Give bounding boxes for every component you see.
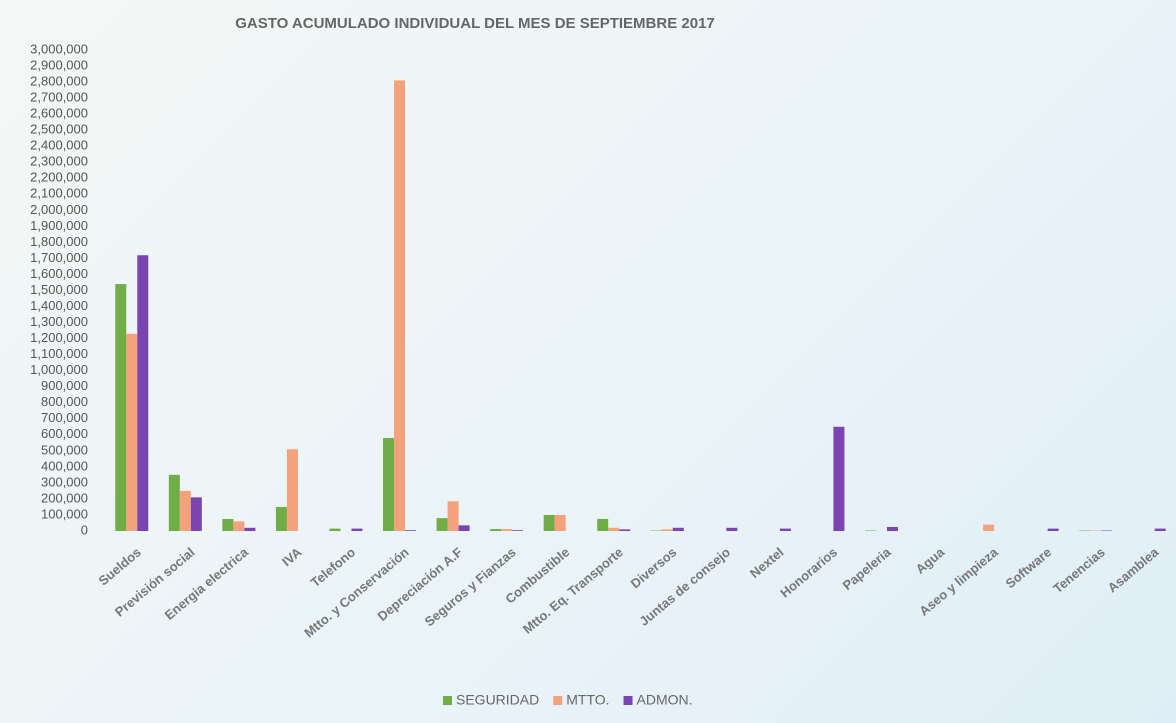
y-tick-label: 1,800,000 [30, 234, 88, 249]
bar [329, 528, 341, 531]
bar [543, 514, 555, 531]
bar [179, 490, 191, 531]
bar [501, 529, 513, 531]
y-tick-label: 1,500,000 [30, 282, 88, 297]
y-tick-label: 2,800,000 [30, 74, 88, 89]
legend-swatch [443, 696, 452, 705]
bar [126, 333, 138, 531]
bar [1047, 528, 1059, 531]
legend-swatch [623, 696, 633, 705]
x-tick-label: Papeleria [840, 544, 895, 593]
y-tick-label: 1,000,000 [30, 362, 88, 377]
bar [286, 449, 298, 531]
y-tick-label: 1,200,000 [30, 330, 88, 345]
bar [447, 501, 459, 531]
y-tick-label: 200,000 [41, 490, 88, 505]
y-tick-label: 1,100,000 [30, 346, 88, 361]
x-tick-label: Diversos [628, 544, 680, 591]
legend-label: SEGURIDAD [456, 692, 539, 708]
y-tick-label: 2,000,000 [30, 202, 88, 217]
x-tick-label: Asamblea [1105, 544, 1162, 595]
legend-label: ADMON. [637, 692, 693, 708]
bar [608, 527, 620, 531]
bar [672, 527, 684, 531]
y-tick-label: 2,400,000 [30, 138, 88, 153]
x-tick-label: Nextel [747, 544, 787, 581]
chart-title: GASTO ACUMULADO INDIVIDUAL DEL MES DE SE… [235, 15, 715, 32]
x-tick-label: Agua [913, 544, 948, 577]
bar [554, 514, 566, 531]
bar [458, 525, 470, 531]
y-tick-label: 400,000 [41, 458, 88, 473]
y-tick-label: 800,000 [41, 394, 88, 409]
x-tick-label: Juntas de consejo [636, 544, 733, 628]
bar [597, 518, 609, 531]
bar [436, 518, 448, 531]
y-tick-label: 2,700,000 [30, 90, 88, 105]
x-tick-label: Software [1003, 544, 1055, 591]
bar [383, 438, 395, 531]
y-tick-label: 2,600,000 [30, 106, 88, 121]
bar [115, 284, 127, 531]
bar [233, 521, 245, 531]
y-tick-label: 600,000 [41, 426, 88, 441]
y-tick-label: 1,400,000 [30, 298, 88, 313]
y-tick-label: 3,000,000 [30, 41, 88, 56]
x-tick-label: IVA [279, 544, 305, 569]
bar [405, 530, 417, 531]
bar [275, 506, 287, 531]
y-tick-label: 0 [81, 522, 88, 537]
y-tick-label: 100,000 [41, 506, 88, 521]
x-tick-label: Mtto. Eq. Transporte [520, 544, 626, 636]
y-tick-label: 1,700,000 [30, 250, 88, 265]
y-tick-label: 1,300,000 [30, 314, 88, 329]
y-tick-label: 1,600,000 [30, 266, 88, 281]
bar [137, 255, 149, 531]
y-tick-label: 2,500,000 [30, 122, 88, 137]
bar [833, 426, 845, 531]
x-tick-label: Tenencias [1050, 544, 1108, 596]
y-tick-label: 700,000 [41, 410, 88, 425]
bar [886, 526, 898, 531]
bar [779, 528, 791, 531]
x-tick-label: Mtto. y Conservación [301, 544, 411, 640]
bar [983, 524, 995, 531]
bar [661, 529, 673, 531]
bar [726, 527, 738, 531]
y-tick-label: 1,900,000 [30, 218, 88, 233]
legend-label: MTTO. [566, 692, 609, 708]
x-tick-label: Telefono [308, 544, 358, 590]
bar [490, 529, 502, 531]
bar [244, 527, 256, 531]
bar [1154, 528, 1166, 531]
bar [394, 80, 406, 532]
bar [351, 528, 363, 531]
bar [222, 518, 234, 531]
x-tick-label: Sueldos [96, 544, 144, 588]
legend-swatch [553, 696, 563, 705]
y-tick-label: 500,000 [41, 442, 88, 457]
y-tick-label: 900,000 [41, 378, 88, 393]
y-tick-label: 2,300,000 [30, 154, 88, 169]
x-tick-label: Honorarios [777, 544, 840, 600]
bar [512, 530, 524, 531]
bar [168, 474, 180, 531]
bar [619, 529, 631, 531]
y-tick-label: 2,200,000 [30, 170, 88, 185]
y-tick-label: 2,100,000 [30, 186, 88, 201]
x-tick-label: Seguros y Fianzas [422, 544, 519, 629]
bar [190, 497, 202, 531]
y-tick-label: 300,000 [41, 474, 88, 489]
y-tick-label: 2,900,000 [30, 57, 88, 72]
